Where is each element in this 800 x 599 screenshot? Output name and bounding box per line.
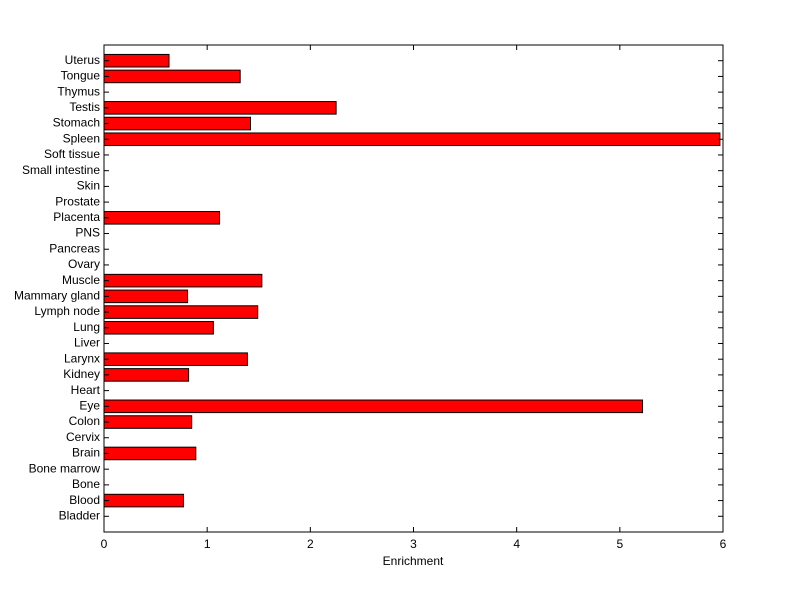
bar — [103, 493, 184, 508]
bar — [103, 132, 721, 147]
bar — [103, 368, 190, 382]
x-tick-label: 2 — [307, 537, 314, 551]
x-tick-label: 4 — [513, 537, 520, 551]
y-tick-label: Heart — [71, 383, 101, 397]
y-tick-label: Thymus — [57, 84, 100, 98]
bar — [103, 289, 189, 304]
y-tick-label: Brain — [72, 446, 100, 460]
y-tick-label: Kidney — [63, 367, 100, 381]
y-tick-label: Small intestine — [22, 163, 100, 177]
plot-frame — [103, 44, 724, 533]
y-tick-label: Stomach — [53, 116, 100, 130]
y-tick-label: Bladder — [59, 508, 100, 522]
y-tick-label: Placenta — [53, 210, 100, 224]
y-tick-label: Bone — [72, 477, 100, 491]
bar — [103, 116, 251, 131]
x-tick-label: 5 — [616, 537, 623, 551]
bar — [103, 101, 337, 115]
x-tick-label: 0 — [101, 537, 108, 551]
y-tick-label: Bone marrow — [29, 461, 101, 475]
y-tick-label: Tongue — [61, 69, 101, 83]
x-axis-label: Enrichment — [383, 554, 444, 568]
y-tick-label: Testis — [69, 100, 100, 114]
bar — [103, 69, 241, 84]
bar — [103, 399, 644, 414]
y-tick-label: Cervix — [66, 430, 100, 444]
y-tick-label: Ovary — [68, 257, 100, 271]
y-tick-label: Colon — [69, 414, 100, 428]
bar — [103, 305, 259, 319]
y-tick-label: Uterus — [65, 53, 100, 67]
bar — [103, 53, 170, 68]
bar — [103, 352, 248, 366]
y-tick-label: Skin — [77, 179, 100, 193]
y-tick-label: Soft tissue — [44, 147, 100, 161]
y-tick-label: Liver — [74, 336, 100, 350]
y-tick-label: Spleen — [63, 131, 100, 145]
y-tick-label: Eye — [79, 398, 100, 412]
y-tick-label: Lymph node — [34, 304, 100, 318]
bar — [103, 211, 221, 225]
y-tick-label: Blood — [69, 493, 100, 507]
y-tick-label: Prostate — [55, 194, 100, 208]
bar — [103, 415, 193, 429]
bar — [103, 273, 263, 288]
x-tick-label: 3 — [410, 537, 417, 551]
y-tick-label: Larynx — [64, 351, 100, 365]
x-tick-label: 6 — [720, 537, 727, 551]
y-tick-label: Mammary gland — [14, 289, 100, 303]
y-tick-label: PNS — [75, 226, 100, 240]
y-tick-label: Pancreas — [49, 241, 100, 255]
bar — [103, 446, 197, 461]
y-tick-label: Lung — [73, 320, 100, 334]
y-tick-label: Muscle — [62, 273, 100, 287]
bar — [103, 320, 214, 335]
x-tick-label: 1 — [204, 537, 211, 551]
